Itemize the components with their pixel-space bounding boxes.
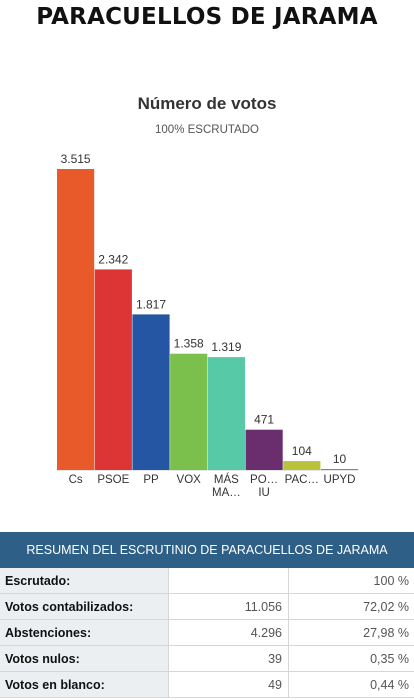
category-label-line: PP	[143, 474, 159, 486]
row-label: Votos contabilizados:	[0, 593, 169, 620]
bar-value-label: 1.319	[211, 340, 241, 354]
bar-chart: 3.515 2.342 1.817 1.358 1.319 471 104 10	[57, 152, 359, 471]
row-label: Votos nulos:	[0, 645, 169, 672]
bar-value-label: 104	[292, 444, 312, 458]
bar-pac-	[283, 461, 321, 470]
table-row: Escrutado: 100 %	[0, 568, 414, 594]
category-label: PAC…	[278, 474, 326, 487]
row-percent: 0,44 %	[288, 671, 414, 698]
category-label: UPYD	[316, 474, 364, 487]
bar-vox	[170, 353, 208, 470]
chart-title: Número de votos	[137, 94, 277, 113]
category-label-line: UPYD	[323, 474, 356, 486]
chart-subtitle: 100% ESCRUTADO	[155, 124, 259, 136]
table-row: Votos en blanco: 49 0,44 %	[0, 671, 414, 698]
category-label: MÁS MA…	[202, 474, 250, 500]
row-value	[168, 568, 289, 594]
bar-value-label: 1.817	[136, 297, 166, 311]
row-percent: 27,98 %	[288, 619, 414, 646]
table-row: Abstenciones: 4.296 27,98 %	[0, 619, 414, 646]
row-percent: 0,35 %	[288, 645, 414, 672]
bar-pp	[132, 314, 170, 470]
row-value: 39	[168, 645, 289, 672]
category-label-line: Cs	[68, 474, 83, 486]
category-label-line: PO…	[250, 474, 279, 486]
row-label: Escrutado:	[0, 568, 169, 594]
table-row: Votos contabilizados: 11.056 72,02 %	[0, 593, 414, 620]
bar-cs	[57, 169, 95, 470]
category-label-line: PSOE	[97, 474, 130, 486]
category-label: Cs	[52, 474, 100, 487]
category-label: PP	[127, 474, 175, 487]
bar-value-label: 10	[333, 452, 347, 466]
bar-value-label: 1.358	[174, 337, 204, 351]
bar-m-s-ma-	[207, 357, 245, 470]
category-label-line: IU	[258, 487, 270, 499]
row-percent: 72,02 %	[288, 593, 414, 620]
row-percent: 100 %	[288, 568, 414, 594]
row-label: Votos en blanco:	[0, 671, 169, 698]
category-label: VOX	[165, 474, 213, 487]
row-value: 4.296	[168, 619, 289, 646]
bar-value-label: 471	[254, 413, 274, 427]
bar-value-label: 2.342	[98, 252, 128, 266]
summary-table: Escrutado: 100 % Votos contabilizados: 1…	[0, 568, 414, 698]
row-value: 49	[168, 671, 289, 698]
category-label: PO… IU	[240, 474, 288, 500]
summary-header: RESUMEN DEL ESCRUTINIO DE PARACUELLOS DE…	[0, 532, 414, 568]
bar-psoe	[94, 269, 132, 470]
category-label: PSOE	[89, 474, 137, 487]
category-label-line: MÁS	[213, 474, 239, 486]
bar-value-label: 3.515	[61, 152, 91, 166]
row-label: Abstenciones:	[0, 619, 169, 646]
category-label-line: PAC…	[284, 474, 319, 486]
bar-upyd	[320, 469, 359, 470]
row-value: 11.056	[168, 593, 289, 620]
table-row: Votos nulos: 39 0,35 %	[0, 645, 414, 672]
page-title: PARACUELLOS DE JARAMA	[36, 4, 378, 30]
category-label-line: VOX	[176, 474, 201, 486]
bar-po-iu	[245, 429, 283, 470]
category-label-line: MA…	[212, 487, 241, 499]
